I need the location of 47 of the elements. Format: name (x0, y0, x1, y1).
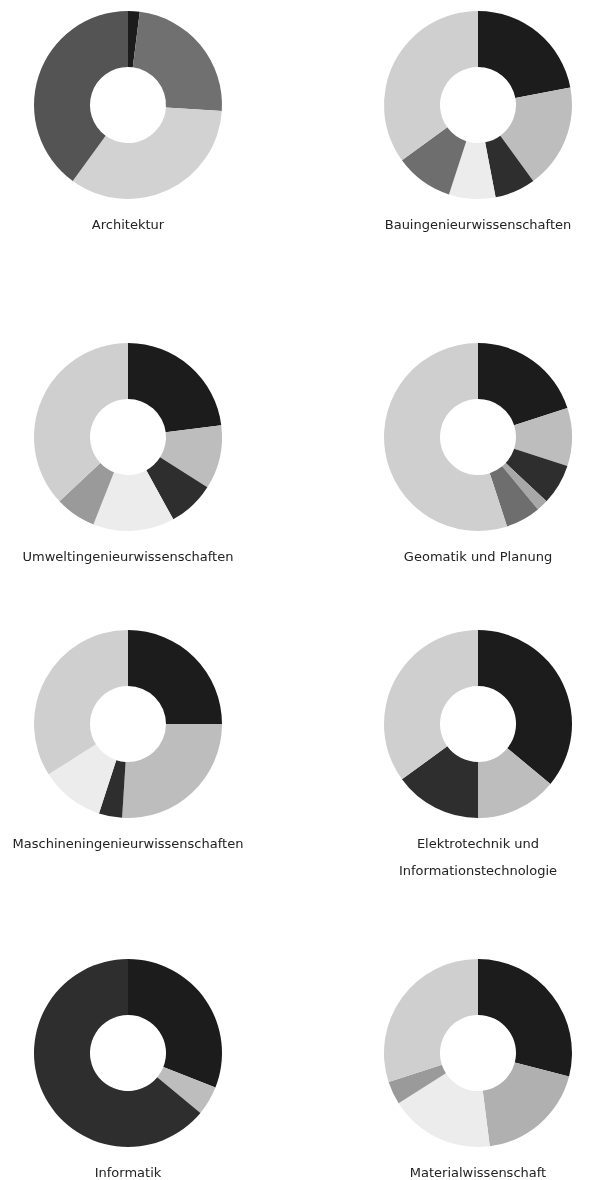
donut-slice (59, 463, 115, 525)
text: Maschineningenieurwissenschaften (12, 836, 244, 851)
donut-slice (146, 457, 208, 520)
text: Elektrotechnik und Informationstechnologie (398, 836, 558, 878)
donut-slice (478, 630, 572, 784)
donut-slice (502, 463, 547, 510)
donut-slice (384, 343, 508, 531)
text: Informatik (94, 1165, 162, 1180)
donut-slice (401, 746, 478, 818)
text: Umweltingenieurwissenschaften (22, 549, 234, 564)
donut-slice (482, 1062, 570, 1147)
donut-slice (485, 135, 534, 198)
donut-slice (398, 1073, 490, 1147)
donut-slice (489, 466, 538, 527)
donut-slice (34, 343, 128, 502)
donut-slice (34, 959, 201, 1147)
donut-slice (478, 959, 572, 1077)
donut-slice (122, 724, 222, 818)
donut-slice (478, 11, 571, 98)
donut-slice (384, 630, 478, 780)
donut-slice (505, 448, 568, 502)
donut-slice (48, 744, 117, 814)
donut-slice (514, 407, 572, 467)
donut-slice (128, 630, 222, 724)
donut-slice (34, 630, 128, 775)
donut-slice (132, 11, 222, 111)
donut-slice (401, 127, 467, 195)
text: Bauingenieurwissenschaften (384, 217, 572, 232)
donut-slice (34, 11, 128, 182)
donut-slice (128, 343, 222, 433)
donut-slice (384, 11, 478, 161)
donut-slice (72, 107, 222, 199)
donut-slice (478, 748, 551, 818)
donut-slice (388, 1064, 446, 1104)
donut-slice (478, 343, 568, 426)
donut-slice (500, 87, 572, 182)
donut-slice (93, 470, 174, 531)
donut-slice (160, 425, 222, 488)
text: Geomatik und Planung (403, 549, 553, 564)
donut-slice (98, 760, 126, 818)
donut-slice (128, 11, 140, 68)
text: Materialwissenschaft (409, 1165, 547, 1180)
donut-slice (448, 141, 496, 199)
donut-slice (128, 959, 222, 1088)
donut-slice (384, 959, 478, 1083)
donut-slice (157, 1066, 216, 1113)
text: Architektur (91, 217, 165, 232)
